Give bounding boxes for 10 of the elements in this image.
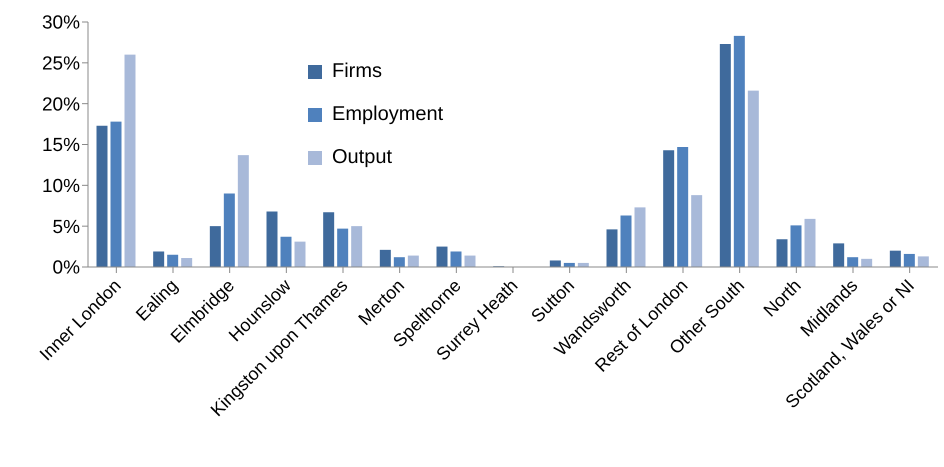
y-tick-label: 10% bbox=[42, 176, 80, 198]
y-tick-label: 25% bbox=[42, 54, 80, 75]
y-tick-label: 30% bbox=[42, 12, 80, 34]
legend-label: Output bbox=[332, 146, 392, 169]
y-tick-label: 15% bbox=[42, 135, 80, 156]
legend-label: Firms bbox=[332, 60, 382, 83]
y-tick-label: 0% bbox=[52, 258, 80, 279]
legend-label: Employment bbox=[332, 103, 444, 126]
y-tick-label: 5% bbox=[52, 216, 80, 238]
y-tick-label: 20% bbox=[42, 94, 80, 116]
